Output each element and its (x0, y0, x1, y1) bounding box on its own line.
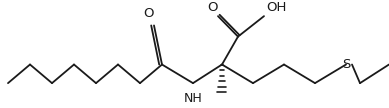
Text: S: S (342, 58, 350, 71)
Text: OH: OH (266, 1, 286, 14)
Text: O: O (208, 1, 218, 14)
Text: NH: NH (184, 92, 202, 105)
Text: O: O (144, 7, 154, 20)
